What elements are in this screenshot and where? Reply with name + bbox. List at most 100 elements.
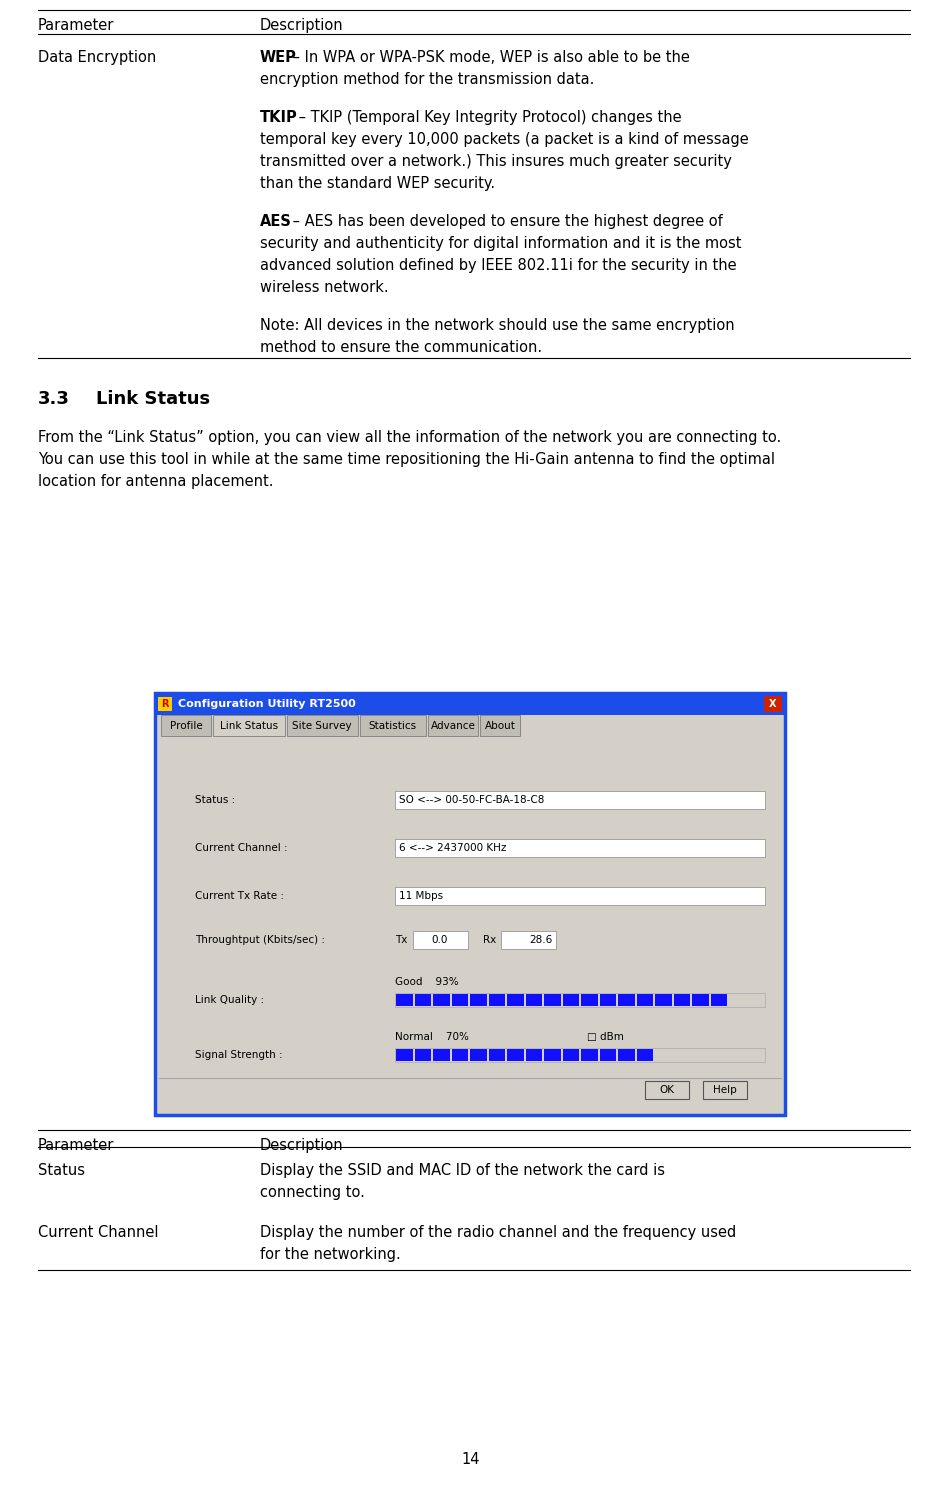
Text: Current Channel: Current Channel bbox=[38, 1224, 158, 1239]
Bar bbox=[581, 1049, 597, 1061]
FancyBboxPatch shape bbox=[395, 839, 765, 857]
Bar bbox=[414, 1049, 431, 1061]
Text: Link Status: Link Status bbox=[219, 721, 278, 731]
Bar bbox=[674, 994, 690, 1006]
Text: security and authenticity for digital information and it is the most: security and authenticity for digital in… bbox=[260, 236, 741, 251]
Bar bbox=[395, 993, 765, 1008]
Bar bbox=[655, 994, 672, 1006]
Text: Advance: Advance bbox=[430, 721, 476, 731]
FancyBboxPatch shape bbox=[158, 737, 782, 1111]
Text: 28.6: 28.6 bbox=[529, 934, 553, 945]
Text: AES: AES bbox=[260, 214, 292, 229]
Text: 14: 14 bbox=[462, 1453, 480, 1468]
Text: R: R bbox=[161, 700, 169, 709]
Text: for the networking.: for the networking. bbox=[260, 1247, 400, 1262]
Text: Description: Description bbox=[260, 1138, 344, 1153]
Bar bbox=[581, 994, 597, 1006]
Text: Display the SSID and MAC ID of the network the card is: Display the SSID and MAC ID of the netwo… bbox=[260, 1163, 665, 1178]
FancyBboxPatch shape bbox=[501, 931, 556, 949]
Text: 6 <--> 2437000 KHz: 6 <--> 2437000 KHz bbox=[399, 843, 507, 854]
Bar bbox=[470, 994, 486, 1006]
Bar bbox=[451, 1049, 468, 1061]
Text: Tx: Tx bbox=[395, 934, 407, 945]
Text: – AES has been developed to ensure the highest degree of: – AES has been developed to ensure the h… bbox=[288, 214, 723, 229]
Bar bbox=[618, 994, 635, 1006]
Bar bbox=[599, 1049, 616, 1061]
Bar bbox=[507, 994, 524, 1006]
FancyBboxPatch shape bbox=[158, 697, 172, 712]
Text: Statistics: Statistics bbox=[368, 721, 417, 731]
Text: – In WPA or WPA-PSK mode, WEP is also able to be the: – In WPA or WPA-PSK mode, WEP is also ab… bbox=[288, 49, 690, 64]
Bar bbox=[562, 1049, 579, 1061]
Text: – TKIP (Temporal Key Integrity Protocol) changes the: – TKIP (Temporal Key Integrity Protocol)… bbox=[294, 111, 682, 126]
Text: location for antenna placement.: location for antenna placement. bbox=[38, 474, 273, 489]
Bar bbox=[562, 994, 579, 1006]
Text: encryption method for the transmission data.: encryption method for the transmission d… bbox=[260, 72, 594, 87]
Bar bbox=[637, 1049, 653, 1061]
Bar bbox=[526, 994, 542, 1006]
Bar bbox=[433, 1049, 449, 1061]
Text: Note: All devices in the network should use the same encryption: Note: All devices in the network should … bbox=[260, 318, 735, 333]
Text: than the standard WEP security.: than the standard WEP security. bbox=[260, 176, 495, 191]
Bar bbox=[433, 994, 449, 1006]
Bar bbox=[710, 994, 727, 1006]
Text: X: X bbox=[770, 700, 777, 709]
Bar bbox=[637, 994, 653, 1006]
Text: advanced solution defined by IEEE 802.11i for the security in the: advanced solution defined by IEEE 802.11… bbox=[260, 259, 737, 274]
Text: Good    93%: Good 93% bbox=[395, 978, 459, 987]
Bar bbox=[544, 994, 560, 1006]
Text: About: About bbox=[485, 721, 515, 731]
Text: method to ensure the communication.: method to ensure the communication. bbox=[260, 339, 543, 354]
Text: Current Channel :: Current Channel : bbox=[195, 843, 287, 854]
Text: Link Status: Link Status bbox=[96, 390, 210, 408]
Bar bbox=[470, 1049, 486, 1061]
Bar bbox=[395, 1048, 765, 1061]
Bar bbox=[451, 994, 468, 1006]
Text: □ dBm: □ dBm bbox=[588, 1032, 625, 1042]
Text: SO <--> 00-50-FC-BA-18-C8: SO <--> 00-50-FC-BA-18-C8 bbox=[399, 795, 544, 804]
Bar bbox=[396, 1049, 413, 1061]
Text: connecting to.: connecting to. bbox=[260, 1186, 365, 1200]
Text: Profile: Profile bbox=[170, 721, 203, 731]
Bar bbox=[489, 994, 505, 1006]
FancyBboxPatch shape bbox=[161, 715, 211, 736]
Text: TKIP: TKIP bbox=[260, 111, 298, 126]
Text: wireless network.: wireless network. bbox=[260, 280, 389, 295]
FancyBboxPatch shape bbox=[428, 715, 479, 736]
Text: Current Tx Rate :: Current Tx Rate : bbox=[195, 891, 284, 901]
FancyBboxPatch shape bbox=[764, 697, 782, 712]
Text: From the “Link Status” option, you can view all the information of the network y: From the “Link Status” option, you can v… bbox=[38, 431, 781, 446]
Text: Signal Strength :: Signal Strength : bbox=[195, 1049, 283, 1060]
Text: 3.3: 3.3 bbox=[38, 390, 70, 408]
Text: Data Encryption: Data Encryption bbox=[38, 49, 156, 64]
FancyBboxPatch shape bbox=[413, 931, 468, 949]
Text: You can use this tool in while at the same time repositioning the Hi-Gain antenn: You can use this tool in while at the sa… bbox=[38, 451, 775, 466]
Bar bbox=[414, 994, 431, 1006]
FancyBboxPatch shape bbox=[395, 887, 765, 904]
FancyBboxPatch shape bbox=[360, 715, 426, 736]
FancyBboxPatch shape bbox=[214, 715, 284, 736]
Bar bbox=[396, 994, 413, 1006]
Bar bbox=[526, 1049, 542, 1061]
Text: Status: Status bbox=[38, 1163, 85, 1178]
Text: Display the number of the radio channel and the frequency used: Display the number of the radio channel … bbox=[260, 1224, 737, 1239]
Bar bbox=[692, 994, 708, 1006]
FancyBboxPatch shape bbox=[480, 715, 520, 736]
FancyBboxPatch shape bbox=[155, 694, 785, 715]
Text: Rx: Rx bbox=[483, 934, 496, 945]
Text: Normal    70%: Normal 70% bbox=[395, 1032, 469, 1042]
Text: Description: Description bbox=[260, 18, 344, 33]
Bar bbox=[489, 1049, 505, 1061]
Bar bbox=[544, 1049, 560, 1061]
Text: Configuration Utility RT2500: Configuration Utility RT2500 bbox=[178, 700, 356, 709]
FancyBboxPatch shape bbox=[703, 1081, 747, 1099]
FancyBboxPatch shape bbox=[645, 1081, 689, 1099]
Text: WEP: WEP bbox=[260, 49, 297, 64]
Text: transmitted over a network.) This insures much greater security: transmitted over a network.) This insure… bbox=[260, 154, 732, 169]
FancyBboxPatch shape bbox=[155, 694, 785, 1115]
Text: 0.0: 0.0 bbox=[431, 934, 448, 945]
Text: OK: OK bbox=[659, 1085, 674, 1094]
Text: Parameter: Parameter bbox=[38, 18, 114, 33]
Bar bbox=[599, 994, 616, 1006]
Bar bbox=[507, 1049, 524, 1061]
